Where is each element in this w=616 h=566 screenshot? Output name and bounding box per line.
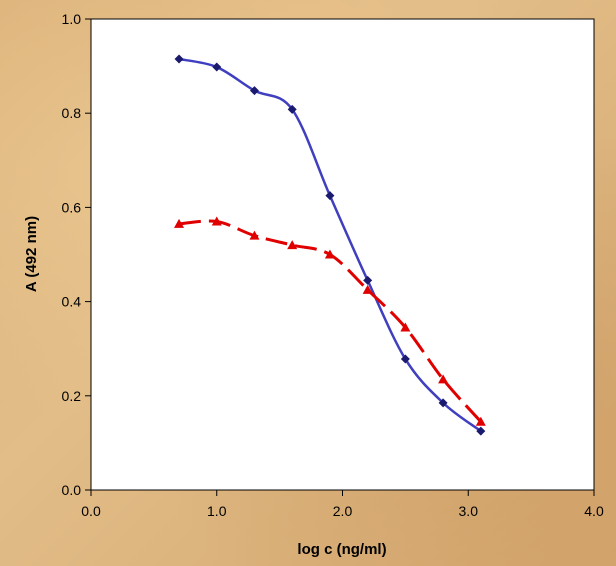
series-2 bbox=[174, 216, 486, 426]
data-point bbox=[249, 230, 260, 240]
data-point bbox=[363, 275, 373, 285]
y-axis-title: A (492 nm) bbox=[23, 216, 40, 292]
plot-area bbox=[90, 18, 595, 491]
data-point bbox=[211, 216, 222, 226]
data-point bbox=[438, 374, 449, 384]
data-point bbox=[476, 426, 486, 436]
data-point bbox=[212, 62, 222, 72]
data-point bbox=[362, 284, 373, 294]
x-tick-label: 2.0 bbox=[333, 503, 353, 519]
y-tick-label: 0.4 bbox=[62, 294, 82, 310]
x-tick-label: 0.0 bbox=[81, 503, 101, 519]
y-tick-label: 0.8 bbox=[62, 105, 82, 121]
y-axis: 0.0 0.2 0.4 0.6 0.8 1.0 bbox=[62, 11, 91, 498]
series-1 bbox=[174, 54, 486, 436]
y-tick-label: 1.0 bbox=[62, 11, 82, 27]
data-point bbox=[287, 104, 297, 114]
y-tick-label: 0.6 bbox=[62, 199, 82, 215]
y-tick-label: 0.0 bbox=[62, 482, 82, 498]
data-point bbox=[174, 54, 184, 64]
data-point bbox=[400, 322, 411, 332]
y-tick-label: 0.2 bbox=[62, 388, 82, 404]
x-tick-label: 4.0 bbox=[584, 503, 604, 519]
data-point bbox=[249, 86, 259, 96]
data-point bbox=[400, 354, 410, 364]
data-point bbox=[174, 218, 185, 228]
data-point bbox=[438, 398, 448, 408]
x-axis-title: log c (ng/ml) bbox=[297, 541, 386, 558]
x-tick-label: 1.0 bbox=[207, 503, 227, 519]
data-point bbox=[325, 191, 335, 201]
data-point bbox=[287, 240, 298, 250]
x-tick-label: 3.0 bbox=[459, 503, 479, 519]
series-layer bbox=[174, 54, 486, 436]
data-point bbox=[475, 416, 486, 426]
x-axis: 0.0 1.0 2.0 3.0 4.0 bbox=[81, 490, 604, 519]
data-point bbox=[324, 249, 335, 259]
